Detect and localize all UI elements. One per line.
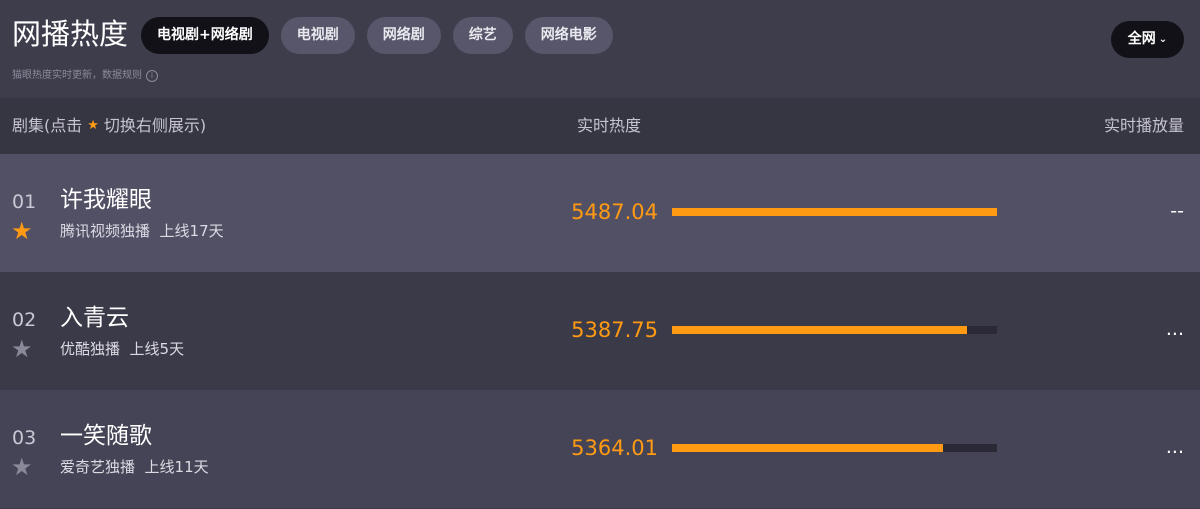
play-count: ... <box>1165 436 1184 458</box>
heat-value: 5364.01 <box>571 436 658 460</box>
heat-bar <box>672 326 997 334</box>
column-series-prefix: 剧集(点击 <box>12 116 83 135</box>
heat-bar-fill <box>672 208 997 216</box>
series-meta: 爱奇艺独播 上线11天 <box>60 458 209 476</box>
category-tabs: 电视剧+网络剧 电视剧 网络剧 综艺 网络电影 <box>141 17 613 54</box>
column-heat: 实时热度 <box>577 116 642 135</box>
top-bar: 网播热度 电视剧+网络剧 电视剧 网络剧 综艺 网络电影 猫眼热度实时更新，数据… <box>0 0 1200 98</box>
play-count: -- <box>1170 200 1184 222</box>
star-icon: ★ <box>87 118 99 133</box>
table-row[interactable]: 01 ★ 许我耀眼腾讯视频独播 上线17天 5487.04 -- <box>0 154 1200 272</box>
heat-bar <box>672 444 997 452</box>
series-name[interactable]: 许我耀眼 <box>60 187 152 213</box>
heat-bar-fill <box>672 444 944 452</box>
rank: 01 <box>12 191 37 213</box>
star-icon[interactable]: ★ <box>11 217 33 245</box>
region-label: 全网 <box>1127 31 1156 47</box>
star-icon[interactable]: ★ <box>11 335 33 363</box>
tab-variety[interactable]: 综艺 <box>452 17 513 54</box>
table-row[interactable]: 02 ★ 入青云优酷独播 上线5天 5387.75... <box>0 272 1200 390</box>
heat-bar-fill <box>672 326 968 334</box>
subtitle: 猫眼热度实时更新，数据规则 i <box>12 69 158 83</box>
series-name[interactable]: 一笑随歌 <box>60 423 152 449</box>
series-meta: 优酷独播 上线5天 <box>60 340 185 358</box>
region-dropdown[interactable]: 全网 ⌄ <box>1111 21 1184 58</box>
chevron-down-icon: ⌄ <box>1158 34 1168 45</box>
rank: 03 <box>12 427 37 449</box>
page-title: 网播热度 <box>12 17 129 51</box>
heat-bar <box>672 208 997 216</box>
tab-tv-web[interactable]: 电视剧+网络剧 <box>141 17 269 54</box>
column-series: 剧集(点击 ★ 切换右侧展示) <box>12 116 206 136</box>
subtitle-text: 猫眼热度实时更新，数据规则 <box>12 70 142 81</box>
rank: 02 <box>12 309 37 331</box>
column-series-suffix: 切换右侧展示) <box>103 116 207 135</box>
tab-web-movie[interactable]: 网络电影 <box>524 17 613 54</box>
star-icon[interactable]: ★ <box>11 453 33 481</box>
series-meta: 腾讯视频独播 上线17天 <box>60 222 224 240</box>
column-plays: 实时播放量 <box>1103 116 1184 135</box>
tab-tv[interactable]: 电视剧 <box>280 17 355 54</box>
table-header: 剧集(点击 ★ 切换右侧展示) 实时热度 实时播放量 <box>0 98 1200 154</box>
heat-value: 5387.75 <box>571 318 658 342</box>
tab-web-series[interactable]: 网络剧 <box>366 17 441 54</box>
play-count: ... <box>1165 318 1184 340</box>
info-icon[interactable]: i <box>146 70 158 82</box>
heat-value: 5487.04 <box>571 200 658 224</box>
table-row[interactable]: 03 ★ 一笑随歌爱奇艺独播 上线11天 5364.01... <box>0 390 1200 508</box>
series-name[interactable]: 入青云 <box>60 305 129 331</box>
